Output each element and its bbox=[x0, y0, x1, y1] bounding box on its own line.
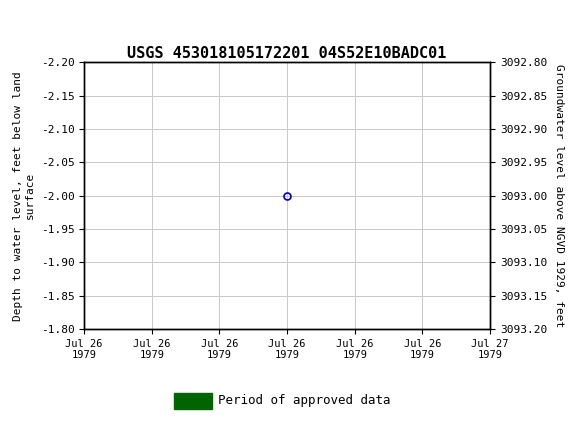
Text: USGS 453018105172201 04S52E10BADC01: USGS 453018105172201 04S52E10BADC01 bbox=[128, 46, 447, 61]
Y-axis label: Groundwater level above NGVD 1929, feet: Groundwater level above NGVD 1929, feet bbox=[554, 64, 564, 327]
Bar bbox=[174, 393, 212, 409]
Text: Period of approved data: Period of approved data bbox=[218, 394, 390, 408]
Y-axis label: Depth to water level, feet below land
surface: Depth to water level, feet below land su… bbox=[13, 71, 35, 320]
Text: ≡USGS: ≡USGS bbox=[9, 12, 72, 33]
